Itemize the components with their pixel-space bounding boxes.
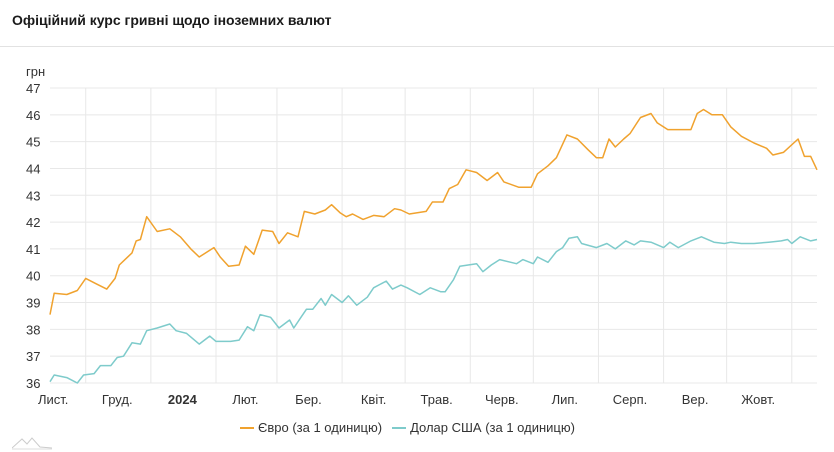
y-tick-label: 43 <box>26 188 40 203</box>
legend-label-euro: Євро (за 1 одиницю) <box>258 420 383 435</box>
x-tick-label: Лип. <box>552 392 578 407</box>
y-tick-label: 45 <box>26 135 40 150</box>
x-tick-label: Жовт. <box>741 392 775 407</box>
title-divider <box>0 46 834 47</box>
y-tick-label: 42 <box>26 215 40 230</box>
y-axis-label: грн <box>26 64 45 79</box>
x-tick-label: Вер. <box>682 392 709 407</box>
x-tick-label: Трав. <box>421 392 453 407</box>
chart-title: Офіційний курс гривні щодо іноземних вал… <box>12 12 332 28</box>
y-tick-label: 46 <box>26 108 40 123</box>
y-tick-label: 40 <box>26 269 40 284</box>
x-tick-label: Черв. <box>485 392 519 407</box>
y-tick-label: 39 <box>26 296 40 311</box>
y-tick-label: 44 <box>26 161 40 176</box>
x-tick-label: 2024 <box>168 392 198 407</box>
series-line-euro <box>49 108 818 315</box>
x-tick-label: Бер. <box>295 392 322 407</box>
x-tick-label: Лист. <box>38 392 68 407</box>
x-tick-label: Лют. <box>232 392 258 407</box>
x-tick-label: Груд. <box>102 392 133 407</box>
legend: Євро (за 1 одиницю) Долар США (за 1 один… <box>240 420 575 435</box>
x-tick-label: Квіт. <box>361 392 387 407</box>
series-line-usd <box>49 236 818 384</box>
y-tick-label: 41 <box>26 242 40 257</box>
legend-item-euro[interactable]: Євро (за 1 одиницю) <box>240 420 382 435</box>
y-tick-label: 37 <box>26 349 40 364</box>
y-tick-label: 38 <box>26 322 40 337</box>
legend-item-usd[interactable]: Долар США (за 1 одиницю) <box>392 420 575 435</box>
y-tick-label: 36 <box>26 376 40 391</box>
x-tick-label: Серп. <box>613 392 648 407</box>
legend-swatch-euro <box>240 426 254 429</box>
legend-label-usd: Долар США (за 1 одиницю) <box>410 420 575 435</box>
legend-swatch-usd <box>392 426 407 429</box>
mountain-logo-icon <box>12 437 52 450</box>
y-tick-label: 47 <box>26 81 40 96</box>
